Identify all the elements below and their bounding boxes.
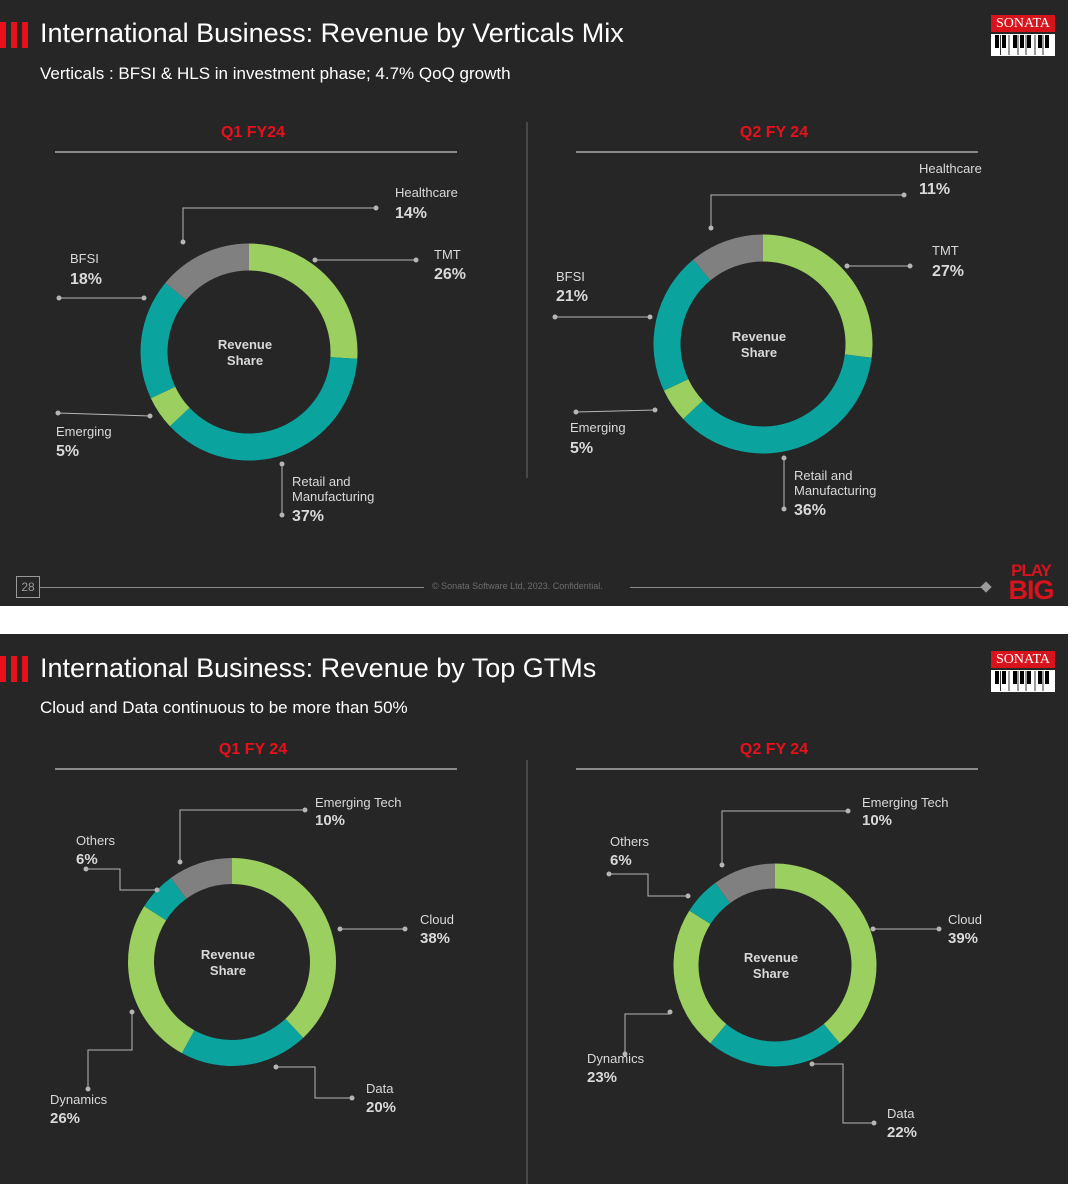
donut-slice-retail-and-manufacturing <box>683 354 872 454</box>
footer-line-right <box>630 587 982 588</box>
red-bars-icon <box>0 656 30 682</box>
label-emerging: Emerging <box>570 420 626 435</box>
center-label: Revenue <box>201 947 255 962</box>
donut-slice-emerging <box>663 379 703 419</box>
sonata-logo: SONATA <box>991 651 1055 692</box>
play-text: PLAY <box>1011 561 1052 580</box>
value-bfsi: 18% <box>70 271 102 288</box>
value-healthcare: 14% <box>395 205 427 222</box>
value-dynamics: 23% <box>587 1069 617 1086</box>
center-label: Share <box>753 966 789 981</box>
value-retail: 37% <box>292 508 324 525</box>
slide-gtms: International Business: Revenue by Top G… <box>0 634 1068 1184</box>
donut-slice-data <box>181 1018 304 1066</box>
value-retail: 36% <box>794 502 826 519</box>
value-emerging: 5% <box>56 443 79 460</box>
center-label: Revenue <box>732 329 786 344</box>
page-number: 28 <box>16 576 40 598</box>
value-bfsi: 21% <box>556 288 588 305</box>
donut-slice-dynamics <box>673 910 727 1044</box>
sonata-logo: SONATA <box>991 15 1055 56</box>
donut-slice-data <box>710 1023 840 1067</box>
piano-keys-icon <box>991 34 1055 56</box>
value-others: 6% <box>76 851 98 868</box>
chart-title-q2: Q2 FY 24 <box>740 124 808 141</box>
value-cloud: 39% <box>948 930 978 947</box>
donut-slice-healthcare <box>693 234 763 281</box>
donut-slice-others <box>144 877 187 921</box>
label-retail-line2: Manufacturing <box>794 483 876 498</box>
label-tmt: TMT <box>434 247 461 262</box>
slide-subtitle: Cloud and Data continuous to be more tha… <box>40 698 408 717</box>
slide-subtitle: Verticals : BFSI & HLS in investment pha… <box>40 64 511 83</box>
value-emerging-tech: 10% <box>315 812 345 829</box>
label-bfsi: BFSI <box>556 269 585 284</box>
value-cloud: 38% <box>420 930 450 947</box>
chart-title-q1: Q1 FY24 <box>221 124 285 141</box>
label-retail-line2: Manufacturing <box>292 489 374 504</box>
label-cloud: Cloud <box>948 912 982 927</box>
logo-text: SONATA <box>991 15 1055 32</box>
slide-verticals: International Business: Revenue by Verti… <box>0 0 1068 606</box>
donut-slice-emerging-tech <box>170 858 232 899</box>
center-label: Revenue <box>744 950 798 965</box>
center-label: Share <box>210 963 246 978</box>
value-emerging-tech: 10% <box>862 812 892 829</box>
donut-slice-cloud <box>232 858 336 1038</box>
label-emerging-tech: Emerging Tech <box>862 795 948 810</box>
label-dynamics: Dynamics <box>587 1051 645 1066</box>
value-tmt: 27% <box>932 263 964 280</box>
donut-slice-tmt <box>249 243 358 359</box>
center-label: Share <box>741 345 777 360</box>
label-dynamics: Dynamics <box>50 1092 108 1107</box>
chart-title-q2: Q2 FY 24 <box>740 741 808 758</box>
piano-keys-icon <box>991 670 1055 692</box>
label-retail-line1: Retail and <box>292 474 351 489</box>
label-emerging: Emerging <box>56 424 112 439</box>
label-data: Data <box>366 1081 394 1096</box>
donut-slice-healthcare <box>165 243 249 301</box>
logo-text: SONATA <box>991 651 1055 668</box>
value-others: 6% <box>610 852 632 869</box>
donut-slice-cloud <box>775 863 877 1044</box>
slide-title: International Business: Revenue by Top G… <box>40 653 597 683</box>
donut-slice-retail-and-manufacturing <box>169 357 358 461</box>
label-cloud: Cloud <box>420 912 454 927</box>
label-others: Others <box>610 834 650 849</box>
value-dynamics: 26% <box>50 1110 80 1127</box>
chart-title-q1: Q1 FY 24 <box>219 741 287 758</box>
donut-slice-tmt <box>763 234 873 358</box>
label-retail-line1: Retail and <box>794 468 853 483</box>
label-healthcare: Healthcare <box>919 161 982 176</box>
label-emerging-tech: Emerging Tech <box>315 795 401 810</box>
label-data: Data <box>887 1106 915 1121</box>
value-data: 22% <box>887 1124 917 1141</box>
donut-slice-bfsi <box>140 282 187 399</box>
slide-title: International Business: Revenue by Verti… <box>40 18 624 48</box>
value-data: 20% <box>366 1099 396 1116</box>
value-emerging: 5% <box>570 440 593 457</box>
label-healthcare: Healthcare <box>395 185 458 200</box>
big-text: BIG <box>1008 575 1054 605</box>
donut-slice-emerging-tech <box>715 863 775 904</box>
footer-line-left <box>40 587 424 588</box>
donut-slice-emerging <box>150 386 190 427</box>
value-tmt: 26% <box>434 266 466 283</box>
donut-slice-bfsi <box>653 259 711 391</box>
copyright: © Sonata Software Ltd, 2023. Confidentia… <box>432 581 603 591</box>
donut-slice-dynamics <box>128 906 195 1054</box>
play-big-logo: PLAY BIG <box>1006 561 1056 605</box>
donut-slice-others <box>689 882 731 925</box>
red-bars-icon <box>0 22 30 48</box>
center-label: Share <box>227 353 263 368</box>
label-others: Others <box>76 833 116 848</box>
value-healthcare: 11% <box>919 181 950 198</box>
label-bfsi: BFSI <box>70 251 99 266</box>
center-label: Revenue <box>218 337 272 352</box>
label-tmt: TMT <box>932 243 959 258</box>
